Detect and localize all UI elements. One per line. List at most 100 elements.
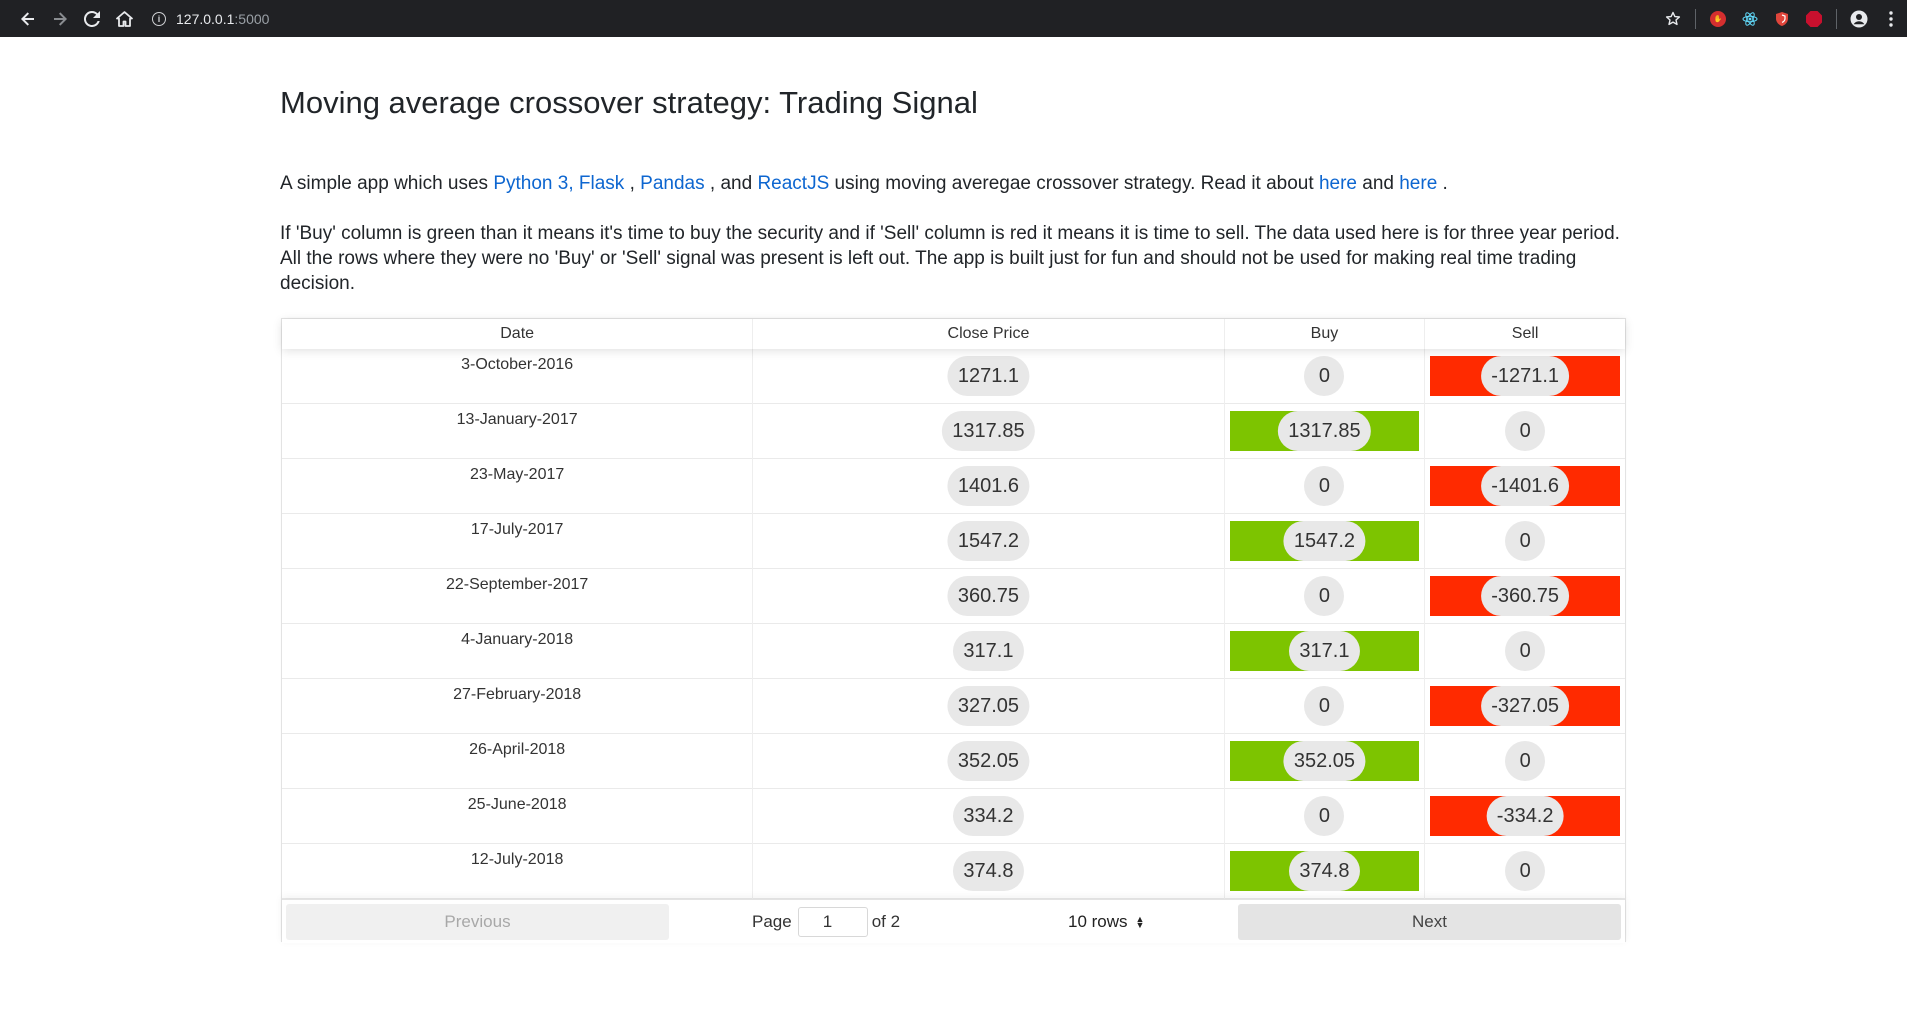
date-text: 4-January-2018 <box>461 631 574 648</box>
table-header: Date Close Price Buy Sell <box>282 319 1625 349</box>
menu-kebab-icon[interactable] <box>1875 3 1907 35</box>
table-row: 12-July-2018 374.8 374.8 0 <box>282 844 1625 899</box>
intro-prefix: A simple app which uses <box>280 173 494 194</box>
date-text: 22-September-2017 <box>445 576 589 593</box>
adblock-extension-icon[interactable] <box>1798 3 1830 35</box>
date-text: 17-July-2017 <box>470 521 564 538</box>
header-buy[interactable]: Buy <box>1225 319 1426 349</box>
browser-toolbar: i 127.0.0.1:5000 ✋ <box>0 0 1907 37</box>
previous-button[interactable]: Previous <box>286 904 669 940</box>
ublock-extension-icon[interactable]: ✋ <box>1702 3 1734 35</box>
pandas-link[interactable]: Pandas <box>640 173 705 194</box>
date-cell: 25-June-2018 <box>282 789 754 844</box>
close-price-cell: 1317.85 <box>753 404 1225 459</box>
intro-paragraph: A simple app which uses Python 3, Flask … <box>280 171 1625 196</box>
close-price-value: 1317.85 <box>942 411 1035 451</box>
buy-value: 0 <box>1304 796 1345 836</box>
browser-nav <box>12 3 140 35</box>
buy-cell: 0 <box>1225 349 1426 404</box>
back-icon[interactable] <box>12 3 44 35</box>
python-link[interactable]: Python 3, <box>493 173 574 194</box>
sell-value: 0 <box>1505 851 1546 891</box>
sell-cell: 0 <box>1425 844 1625 899</box>
date-cell: 17-July-2017 <box>282 514 754 569</box>
intro-sep2: , and <box>704 173 758 194</box>
close-price-value: 374.8 <box>953 851 1024 891</box>
close-price-value: 360.75 <box>947 576 1030 616</box>
close-price-cell: 352.05 <box>753 734 1225 789</box>
abp-icon <box>1806 10 1822 27</box>
header-sell[interactable]: Sell <box>1511 325 1539 342</box>
date-text: 27-February-2018 <box>453 686 582 703</box>
page-title: Moving average crossover strategy: Tradi… <box>280 85 978 120</box>
header-close-price[interactable]: Close Price <box>753 319 1225 349</box>
table-row: 27-February-2018 327.05 0 -327.05 <box>282 679 1625 734</box>
date-text: 26-April-2018 <box>469 741 566 758</box>
close-price-cell: 317.1 <box>753 624 1225 679</box>
close-price-cell: 334.2 <box>753 789 1225 844</box>
forward-icon[interactable] <box>44 3 76 35</box>
reactjs-link[interactable]: ReactJS <box>757 173 830 194</box>
close-price-value: 1547.2 <box>947 521 1030 561</box>
close-price-cell: 374.8 <box>753 844 1225 899</box>
header-date[interactable]: Date <box>282 319 754 349</box>
toolbar-divider-2 <box>1836 8 1837 29</box>
date-cell: 26-April-2018 <box>282 734 754 789</box>
reload-icon[interactable] <box>76 3 108 35</box>
table-row: 26-April-2018 352.05 352.05 0 <box>282 734 1625 789</box>
sell-cell: 0 <box>1425 514 1625 569</box>
sell-value: -327.05 <box>1481 686 1570 726</box>
signal-table: Date Close Price Buy Sell 3-October-2016… <box>281 318 1626 944</box>
address-bar[interactable]: i 127.0.0.1:5000 <box>152 5 269 33</box>
rows-per-page-select[interactable]: 10 rows ▲ ▼ <box>1060 907 1148 937</box>
sell-cell: 0 <box>1425 404 1625 459</box>
sell-cell: -1401.6 <box>1425 459 1625 514</box>
date-text: 25-June-2018 <box>467 796 567 813</box>
buy-cell: 352.05 <box>1225 734 1426 789</box>
bookmark-star-icon[interactable] <box>1657 3 1689 35</box>
close-price-cell: 1271.1 <box>753 349 1225 404</box>
info-icon[interactable]: i <box>152 11 166 26</box>
react-devtools-extension-icon[interactable] <box>1734 3 1766 35</box>
buy-value: 0 <box>1304 356 1345 396</box>
shield-icon <box>1776 11 1788 26</box>
buy-cell: 0 <box>1225 679 1426 734</box>
date-text: 23-May-2017 <box>470 466 565 483</box>
table-row: 4-January-2018 317.1 317.1 0 <box>282 624 1625 679</box>
page-number-input[interactable]: 1 <box>797 907 868 937</box>
close-price-value: 352.05 <box>947 741 1030 781</box>
flask-link[interactable]: Flask <box>578 173 625 194</box>
close-price-value: 317.1 <box>953 631 1024 671</box>
date-text: 13-January-2017 <box>456 411 578 428</box>
shield-extension-icon[interactable] <box>1766 3 1798 35</box>
sell-cell: -360.75 <box>1425 569 1625 624</box>
sell-value: -1401.6 <box>1481 466 1570 506</box>
profile-avatar-icon[interactable] <box>1843 3 1875 35</box>
date-cell: 12-July-2018 <box>282 844 754 899</box>
date-text: 3-October-2016 <box>461 356 574 373</box>
intro-and: and <box>1356 173 1400 194</box>
rows-select-value: 10 rows <box>1068 912 1128 931</box>
date-text: 12-July-2018 <box>470 851 564 868</box>
toolbar-divider <box>1695 8 1696 29</box>
buy-cell: 317.1 <box>1225 624 1426 679</box>
buy-cell: 0 <box>1225 569 1426 624</box>
table-row: 17-July-2017 1547.2 1547.2 0 <box>282 514 1625 569</box>
date-cell: 22-September-2017 <box>282 569 754 624</box>
close-price-value: 1401.6 <box>947 466 1030 506</box>
home-icon[interactable] <box>108 3 140 35</box>
page-info: Page 1 of 2 <box>752 900 900 944</box>
sell-value: -360.75 <box>1481 576 1570 616</box>
here-link-2[interactable]: here <box>1399 173 1438 194</box>
sell-cell: -1271.1 <box>1425 349 1625 404</box>
sell-value: -1271.1 <box>1481 356 1570 396</box>
buy-value: 317.1 <box>1289 631 1360 671</box>
url-host: 127.0.0.1 <box>176 10 235 27</box>
next-button[interactable]: Next <box>1238 904 1621 940</box>
here-link-1[interactable]: here <box>1318 173 1357 194</box>
hand-icon: ✋ <box>1710 10 1726 27</box>
buy-value: 352.05 <box>1283 741 1366 781</box>
table-row: 22-September-2017 360.75 0 -360.75 <box>282 569 1625 624</box>
close-price-cell: 360.75 <box>753 569 1225 624</box>
buy-cell: 374.8 <box>1225 844 1426 899</box>
